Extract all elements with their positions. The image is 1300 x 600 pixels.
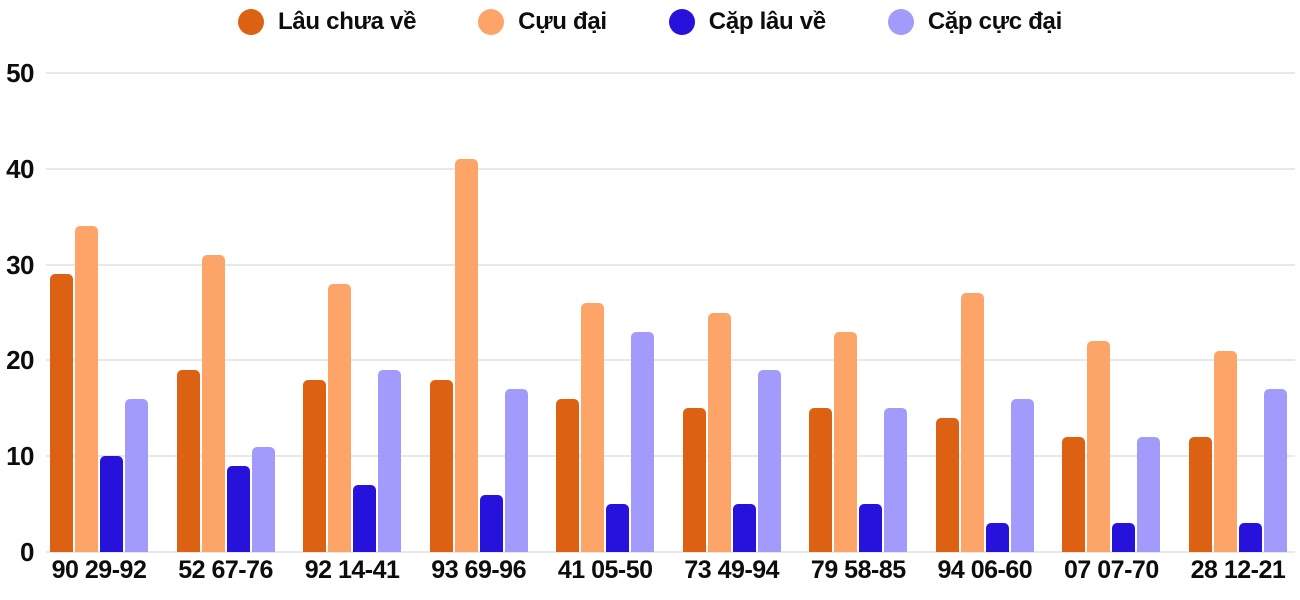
bar[interactable] (1188, 437, 1212, 552)
bar[interactable] (1238, 523, 1262, 552)
gridline (46, 167, 1295, 170)
bar-groups: 90 29-92 52 67-76 92 14-41 93 69-96 41 05-50… (46, 73, 1295, 584)
bar[interactable] (100, 456, 123, 552)
legend-item-cuu-dai[interactable]: Cựu đại (478, 8, 607, 36)
x-axis-label: 41 05-50 (557, 556, 653, 584)
bar-group: 94 06-60 (935, 73, 1034, 584)
legend-marker-icon (478, 9, 505, 35)
x-axis-label: 73 49-94 (684, 556, 780, 584)
plot-area: 50 40 30 20 10 0 90 29-92 52 67-76 92 14-4… (0, 58, 1300, 584)
gridline (46, 263, 1295, 266)
bar[interactable] (1137, 437, 1161, 552)
legend: Lâu chưa về Cựu đại Cặp lâu về Cặp cực đ… (0, 5, 1300, 39)
y-axis-tick: 40 (6, 153, 34, 184)
y-axis-tick: 20 (6, 345, 34, 376)
bar[interactable] (556, 398, 580, 552)
y-axis-tick: 10 (6, 441, 34, 472)
bar-group: 92 14-41 (303, 73, 402, 584)
bar-group: 28 12-21 (1188, 73, 1287, 584)
bar[interactable] (1087, 341, 1111, 552)
bar[interactable] (201, 255, 225, 552)
legend-marker-icon (668, 9, 695, 35)
y-axis-tick: 30 (6, 249, 34, 280)
legend-item-cap-lau-ve[interactable]: Cặp lâu về (668, 8, 826, 36)
legend-label: Lâu chưa về (278, 8, 417, 35)
legend-item-lau-chua-ve[interactable]: Lâu chưa về (238, 8, 416, 36)
bar-group: 79 58-85 (809, 73, 908, 584)
bar-group: 07 07-70 (1062, 73, 1161, 584)
bar[interactable] (581, 302, 605, 552)
bar[interactable] (429, 379, 453, 552)
bar[interactable] (707, 312, 731, 552)
bar[interactable] (935, 417, 959, 552)
x-axis-label: 93 69-96 (431, 556, 526, 584)
bar[interactable] (809, 408, 833, 552)
bar[interactable] (378, 369, 402, 552)
gridline (46, 455, 1295, 458)
bar[interactable] (631, 331, 655, 552)
bar[interactable] (504, 389, 528, 552)
bar[interactable] (859, 504, 883, 552)
bar[interactable] (479, 494, 503, 552)
bar[interactable] (985, 523, 1009, 552)
x-axis-label: 94 06-60 (937, 556, 1033, 584)
x-axis-label: 07 07-70 (1064, 556, 1159, 584)
gridline (46, 359, 1295, 362)
bar[interactable] (454, 159, 478, 552)
bar[interactable] (75, 226, 98, 552)
x-axis-label: 52 67-76 (178, 556, 273, 584)
legend-label: Cặp cực đại (927, 8, 1062, 35)
bar[interactable] (834, 331, 858, 552)
bar[interactable] (732, 504, 756, 552)
bar[interactable] (353, 484, 377, 552)
bar[interactable] (884, 408, 908, 552)
bar[interactable] (1112, 523, 1136, 552)
bar[interactable] (1213, 350, 1237, 552)
bar[interactable] (682, 408, 706, 552)
x-axis-label: 92 14-41 (304, 556, 400, 584)
bar-group: 52 67-76 (176, 73, 275, 584)
bar[interactable] (328, 283, 352, 552)
gridline (46, 551, 1295, 553)
bar[interactable] (606, 504, 630, 552)
bar[interactable] (1010, 398, 1034, 552)
y-axis-tick: 50 (6, 58, 34, 88)
bar-group: 90 29-92 (50, 73, 148, 584)
bar[interactable] (1062, 437, 1086, 552)
bar[interactable] (960, 293, 984, 552)
bar[interactable] (1263, 389, 1287, 552)
legend-marker-icon (887, 9, 914, 35)
legend-item-cap-cuc-dai[interactable]: Cặp cực đại (887, 8, 1062, 36)
bar[interactable] (226, 465, 250, 552)
legend-label: Cựu đại (518, 8, 607, 35)
x-axis-label: 90 29-92 (51, 556, 147, 584)
gridline (46, 72, 1295, 74)
legend-label: Cặp lâu về (708, 8, 826, 35)
bar[interactable] (176, 369, 200, 552)
bar[interactable] (251, 446, 275, 552)
bar[interactable] (50, 274, 73, 552)
bar-group: 93 69-96 (429, 73, 528, 584)
bar[interactable] (757, 369, 781, 552)
y-axis-tick: 0 (20, 537, 34, 567)
x-axis-label: 28 12-21 (1190, 556, 1286, 584)
legend-marker-icon (238, 9, 265, 35)
bar[interactable] (303, 379, 327, 552)
bar-group: 73 49-94 (682, 73, 781, 584)
bar-group: 41 05-50 (556, 73, 655, 584)
bar[interactable] (125, 398, 148, 552)
x-axis-label: 79 58-85 (810, 556, 906, 584)
